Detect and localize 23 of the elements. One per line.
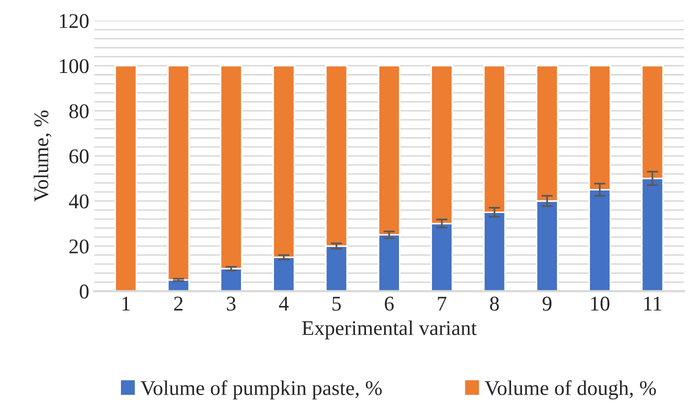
y-tick-label: 80 [69, 104, 89, 118]
y-tick-label: 120 [60, 14, 89, 28]
x-tick-label: 2 [174, 296, 183, 310]
x-axis-title: Experimental variant [302, 320, 477, 340]
y-tick-label: 60 [69, 149, 89, 164]
x-tick-label: 9 [542, 296, 552, 311]
y-axis-title: Volume, % [34, 110, 52, 202]
y-tick-label: 20 [69, 239, 89, 254]
x-tick-label: 4 [279, 296, 289, 310]
legend-label: Volume of pumpkin paste, % [140, 380, 382, 400]
y-tick-label: 0 [80, 284, 89, 299]
bar [114, 65, 138, 292]
x-tick-label: 11 [644, 296, 662, 310]
x-tick-label: 8 [490, 296, 499, 311]
x-tick-label: 5 [332, 296, 341, 311]
x-tick-label: 1 [122, 296, 130, 310]
legend-label: Volume of dough, % [484, 380, 656, 400]
x-tick-label: 7 [438, 296, 446, 310]
y-tick-label: 100 [60, 59, 89, 74]
x-tick-label: 3 [226, 296, 236, 311]
x-tick-label: 10 [591, 296, 610, 311]
x-tick-label: 6 [384, 296, 394, 311]
y-tick-label: 40 [68, 194, 89, 208]
